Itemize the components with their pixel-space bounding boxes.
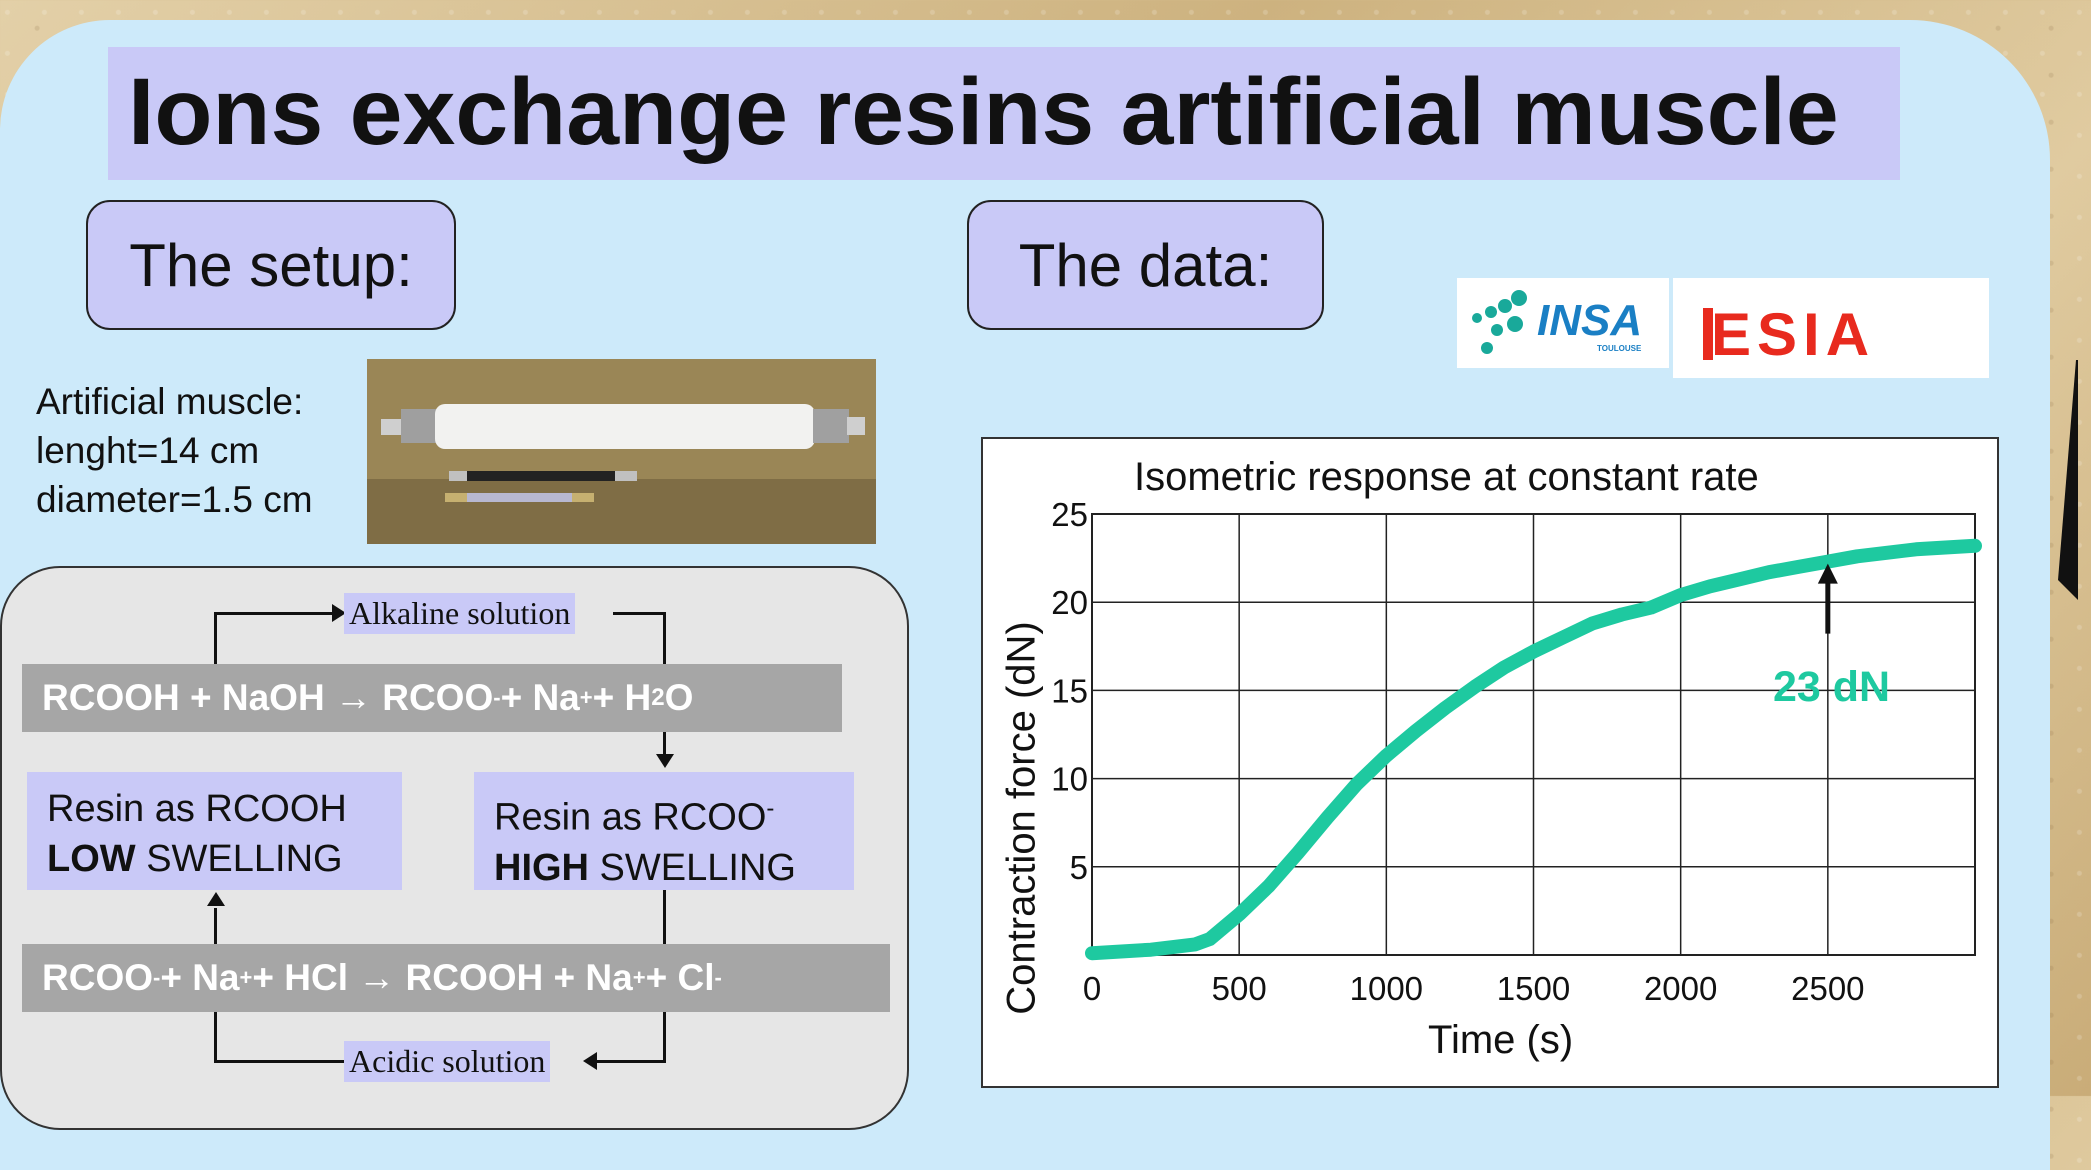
esia-logo-text: ESIA — [1711, 301, 1876, 368]
resin-high-rest: SWELLING — [589, 846, 796, 889]
decorative-stroke — [2058, 360, 2078, 600]
insa-logo-text: INSA — [1537, 296, 1643, 345]
connector-line — [214, 908, 217, 944]
resin-high-state: HIGH SWELLING — [494, 843, 834, 893]
reaction-part: RCOO — [42, 957, 153, 998]
arrow-up-icon — [207, 892, 225, 906]
reaction-sup: - — [714, 965, 722, 990]
connector-line — [663, 732, 666, 756]
connector-line — [596, 1060, 666, 1063]
resin-high-sup: - — [766, 795, 775, 822]
reaction-part: O — [664, 677, 694, 718]
muscle-photo — [367, 359, 876, 544]
resin-low-line: Resin as RCOOH — [47, 788, 347, 830]
title-bar — [108, 47, 1900, 180]
insa-logo-subtext: TOULOUSE — [1597, 344, 1642, 353]
reaction-part: + Na — [500, 677, 580, 718]
connector-line — [613, 612, 665, 615]
resin-high-text: Resin as RCOO — [494, 796, 767, 839]
arrow-right-icon — [332, 604, 346, 622]
chart-x-axis-label: Time (s) — [1428, 1018, 1574, 1062]
chart-annotation: 23 dN — [1773, 663, 1891, 711]
chart-y-axis-label: Contraction force (dN) — [999, 621, 1044, 1015]
resin-low-swelling: Resin as RCOOH LOW SWELLING — [27, 772, 402, 890]
connector-line — [663, 890, 666, 944]
muscle-info-line: diameter=1.5 cm — [36, 479, 313, 520]
reaction-part: + Cl — [645, 957, 715, 998]
connector-line — [214, 1060, 344, 1063]
reaction-part: + HCl → RCOOH + Na — [252, 957, 633, 998]
muscle-info-line: lenght=14 cm — [36, 430, 260, 471]
reaction-acidic: RCOO - + Na + + HCl → RCOOH + Na + + Cl - — [22, 944, 890, 1012]
reaction-part: + Na — [160, 957, 240, 998]
resin-high-bold: HIGH — [494, 846, 589, 889]
reaction-part: RCOOH + NaOH → RCOO — [42, 677, 494, 718]
muscle-info: Artificial muscle: lenght=14 cm diameter… — [36, 377, 313, 524]
connector-line — [214, 1012, 217, 1062]
muscle-info-line: Artificial muscle: — [36, 381, 304, 422]
reaction-part: + H — [592, 677, 652, 718]
slide-title: Ions exchange resins artificial muscle — [128, 59, 1839, 165]
connector-line — [663, 612, 666, 664]
reaction-sup: - — [493, 685, 501, 710]
arrow-down-icon — [656, 754, 674, 768]
arrow-left-icon — [583, 1052, 597, 1070]
connector-line — [663, 1012, 666, 1063]
esia-logo: ESIA — [1673, 278, 1989, 378]
resin-low-bold: LOW — [47, 838, 136, 880]
muscle-photo-drawing — [367, 359, 876, 544]
data-label: The data: — [967, 200, 1324, 330]
reaction-sup: + — [579, 685, 593, 710]
insa-logo-mark — [1472, 290, 1527, 354]
reaction-sup: - — [153, 965, 161, 990]
connector-line — [214, 612, 334, 615]
esia-logo-bar — [1703, 308, 1713, 360]
chart-frame — [981, 437, 1999, 1088]
resin-low-rest: SWELLING — [135, 838, 343, 880]
connector-line — [214, 612, 217, 664]
resin-high-swelling: Resin as RCOO- HIGH SWELLING — [474, 772, 854, 890]
resin-high-line: Resin as RCOO- — [494, 784, 834, 843]
reaction-sup: + — [632, 965, 646, 990]
acidic-solution-label: Acidic solution — [344, 1041, 551, 1082]
alkaline-solution-label: Alkaline solution — [344, 593, 576, 634]
reaction-sup: + — [239, 965, 253, 990]
reaction-sub: 2 — [651, 684, 665, 711]
chart-title: Isometric response at constant rate — [1134, 455, 1759, 499]
insa-logo: INSA TOULOUSE — [1457, 278, 1669, 368]
setup-label: The setup: — [86, 200, 456, 330]
resin-low-state: LOW SWELLING — [47, 834, 382, 884]
